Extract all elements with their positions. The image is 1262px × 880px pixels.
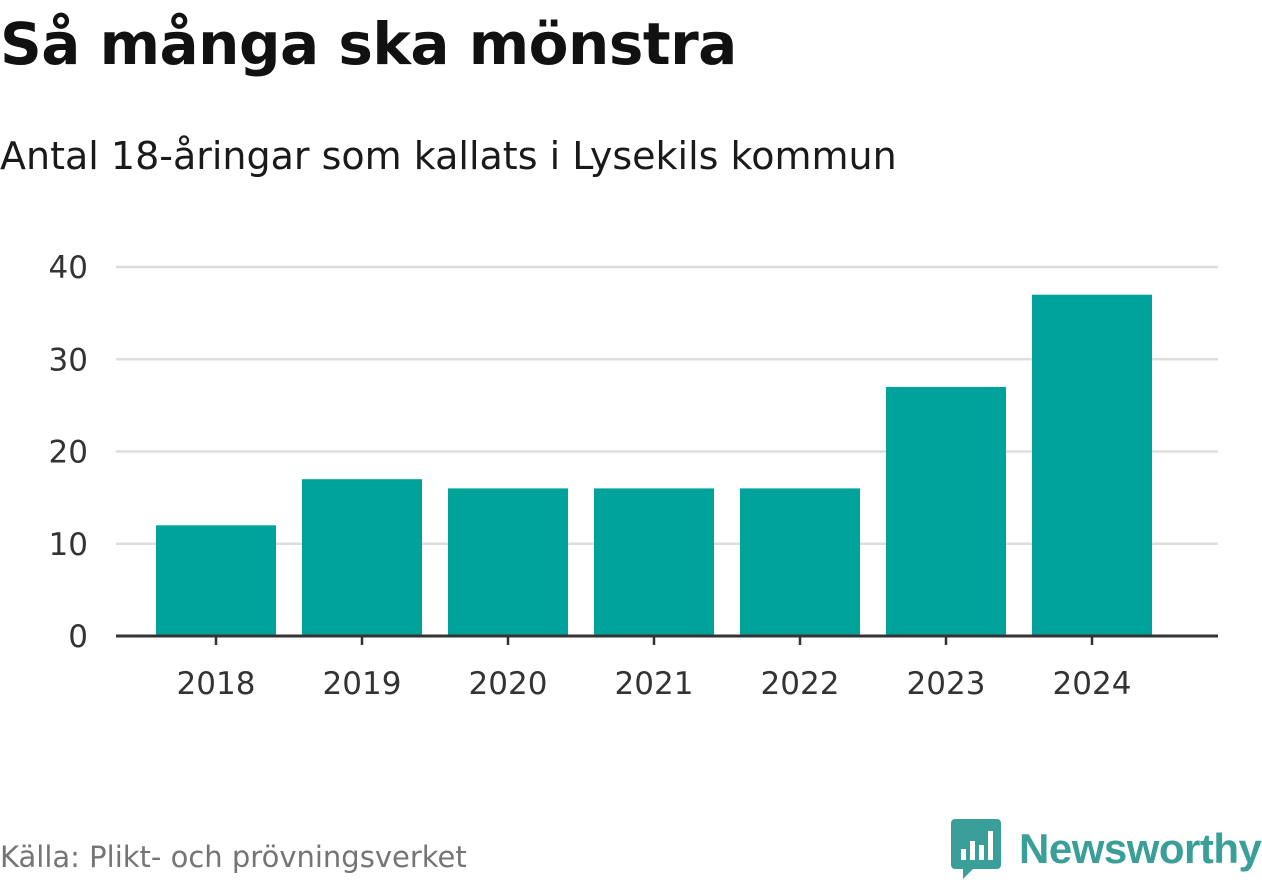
y-tick-label-20: 20	[49, 435, 88, 471]
x-tick-label-2018: 2018	[177, 666, 256, 702]
y-tick-label-0: 0	[68, 619, 88, 655]
y-tick-label-30: 30	[49, 342, 88, 378]
chart-subtitle: Antal 18-åringar som kallats i Lysekils …	[0, 134, 897, 178]
bar-2019	[302, 479, 422, 636]
bar-2024	[1032, 294, 1152, 636]
axes: 0 10 20 30 40 2018 2019 2020 2021 2022 2023 2024	[49, 250, 1218, 702]
bar-2022	[740, 488, 860, 636]
bars	[156, 294, 1152, 636]
x-tick-label-2019: 2019	[323, 666, 402, 702]
y-tick-label-40: 40	[49, 250, 88, 286]
brand-logo: Newsworthy	[951, 818, 1262, 880]
bar-2018	[156, 525, 276, 636]
chart-title: Så många ska mönstra	[0, 10, 737, 78]
x-tick-label-2024: 2024	[1053, 666, 1132, 702]
bar-2023	[886, 386, 1006, 636]
bar-2021	[594, 488, 714, 636]
source-note: Källa: Plikt- och prövningsverket	[0, 840, 467, 874]
bar-2020	[448, 488, 568, 636]
newsworthy-logo-icon	[951, 819, 1001, 879]
x-tick-label-2020: 2020	[469, 666, 548, 702]
y-tick-label-10: 10	[49, 527, 88, 563]
brand-name: Newsworthy	[1019, 825, 1262, 872]
x-tick-label-2022: 2022	[761, 666, 840, 702]
x-tick-label-2021: 2021	[615, 666, 694, 702]
x-tick-label-2023: 2023	[907, 666, 986, 702]
